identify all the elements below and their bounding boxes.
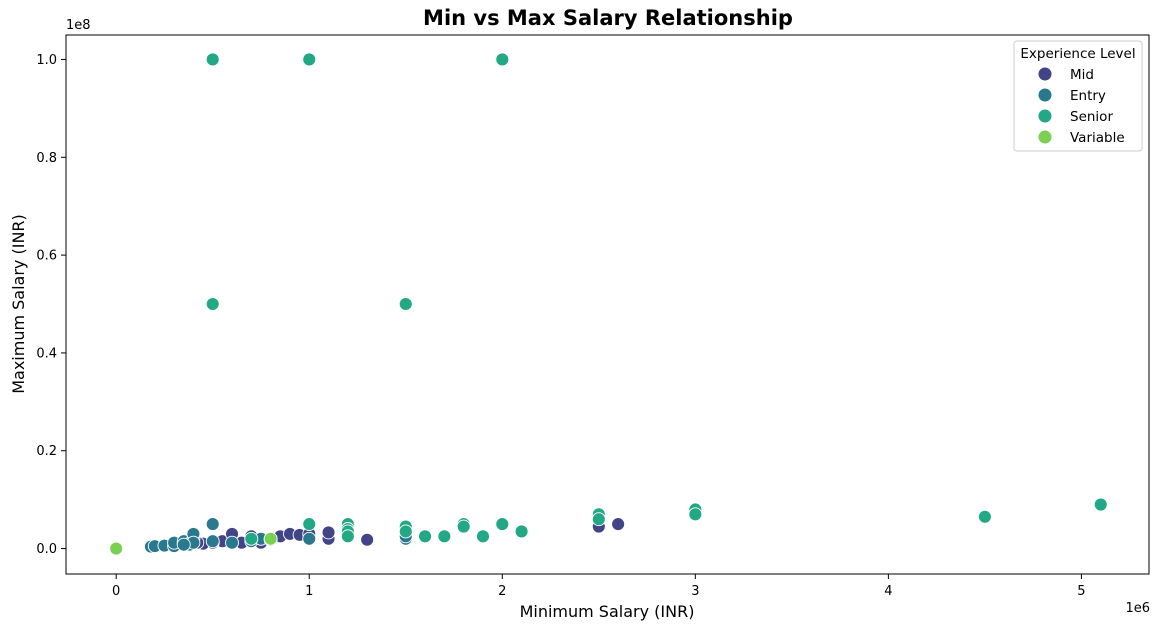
- y-tick-label: 0.6: [36, 249, 57, 264]
- x-axis-ticks: 0 1 2 3 4 5: [112, 574, 1086, 599]
- data-point-senior: [1093, 497, 1108, 512]
- legend: Experience Level Mid Entry Senior Variable: [1013, 40, 1143, 152]
- data-point-entry: [176, 537, 191, 552]
- data-point-senior: [476, 529, 490, 544]
- x-tick-label: 0: [112, 584, 120, 599]
- data-point-senior: [302, 517, 317, 532]
- data-point-senior: [495, 517, 510, 532]
- legend-marker-entry: [1038, 88, 1052, 102]
- y-tick-label: 1.0: [36, 53, 57, 68]
- data-point-mid: [360, 532, 375, 547]
- y-tick-label: 0.8: [36, 151, 57, 166]
- y-tick-label: 0.2: [36, 444, 57, 459]
- data-point-mid: [611, 517, 626, 532]
- data-point-senior: [591, 512, 606, 527]
- data-point-senior: [398, 524, 413, 539]
- data-point-senior: [495, 52, 510, 67]
- legend-title: Experience Level: [1020, 46, 1135, 62]
- legend-label-mid: Mid: [1070, 67, 1094, 83]
- data-point-entry: [225, 535, 239, 550]
- legend-items: Mid Entry Senior Variable: [1038, 67, 1125, 146]
- data-point-senior: [340, 529, 355, 544]
- data-point-senior: [688, 507, 703, 522]
- x-axis-multiplier: 1e6: [1125, 601, 1150, 616]
- legend-label-variable: Variable: [1070, 130, 1125, 146]
- data-point-senior: [437, 529, 452, 544]
- data-point-mid: [321, 525, 336, 540]
- x-axis-label: Minimum Salary (INR): [520, 602, 695, 621]
- plot-frame: [65, 34, 1150, 575]
- x-tick-label: 3: [691, 584, 699, 599]
- series-variable: [109, 531, 278, 556]
- data-point-variable: [263, 531, 278, 546]
- data-point-entry: [205, 517, 220, 532]
- data-point-senior: [205, 297, 220, 311]
- data-point-senior: [418, 529, 433, 544]
- data-point-senior: [456, 519, 471, 534]
- x-tick-label: 1: [305, 584, 313, 599]
- y-axis-label: Maximum Salary (INR): [9, 214, 28, 394]
- y-axis-multiplier: 1e8: [66, 18, 91, 33]
- data-point-entry: [205, 534, 220, 549]
- points-layer: [109, 52, 1108, 556]
- y-tick-label: 0.0: [36, 542, 57, 557]
- data-point-senior: [205, 52, 220, 67]
- data-point-senior: [977, 509, 992, 524]
- legend-label-entry: Entry: [1070, 88, 1106, 104]
- legend-marker-senior: [1038, 109, 1052, 123]
- legend-label-senior: Senior: [1070, 109, 1113, 125]
- series-senior: [205, 52, 1108, 546]
- legend-marker-variable: [1038, 130, 1052, 144]
- data-point-senior: [244, 531, 259, 546]
- x-tick-label: 2: [498, 584, 506, 599]
- x-tick-label: 4: [884, 584, 892, 599]
- data-point-senior: [514, 524, 529, 539]
- data-point-variable: [109, 541, 124, 556]
- chart-title: Min vs Max Salary Relationship: [423, 6, 793, 30]
- legend-marker-mid: [1038, 67, 1052, 81]
- x-tick-label: 5: [1077, 584, 1085, 599]
- y-axis-ticks: 0.0 0.2 0.4 0.6 0.8 1.0: [36, 53, 66, 557]
- data-point-entry: [302, 531, 317, 546]
- data-point-senior: [302, 52, 317, 67]
- data-point-senior: [398, 297, 413, 311]
- y-tick-label: 0.4: [36, 346, 57, 361]
